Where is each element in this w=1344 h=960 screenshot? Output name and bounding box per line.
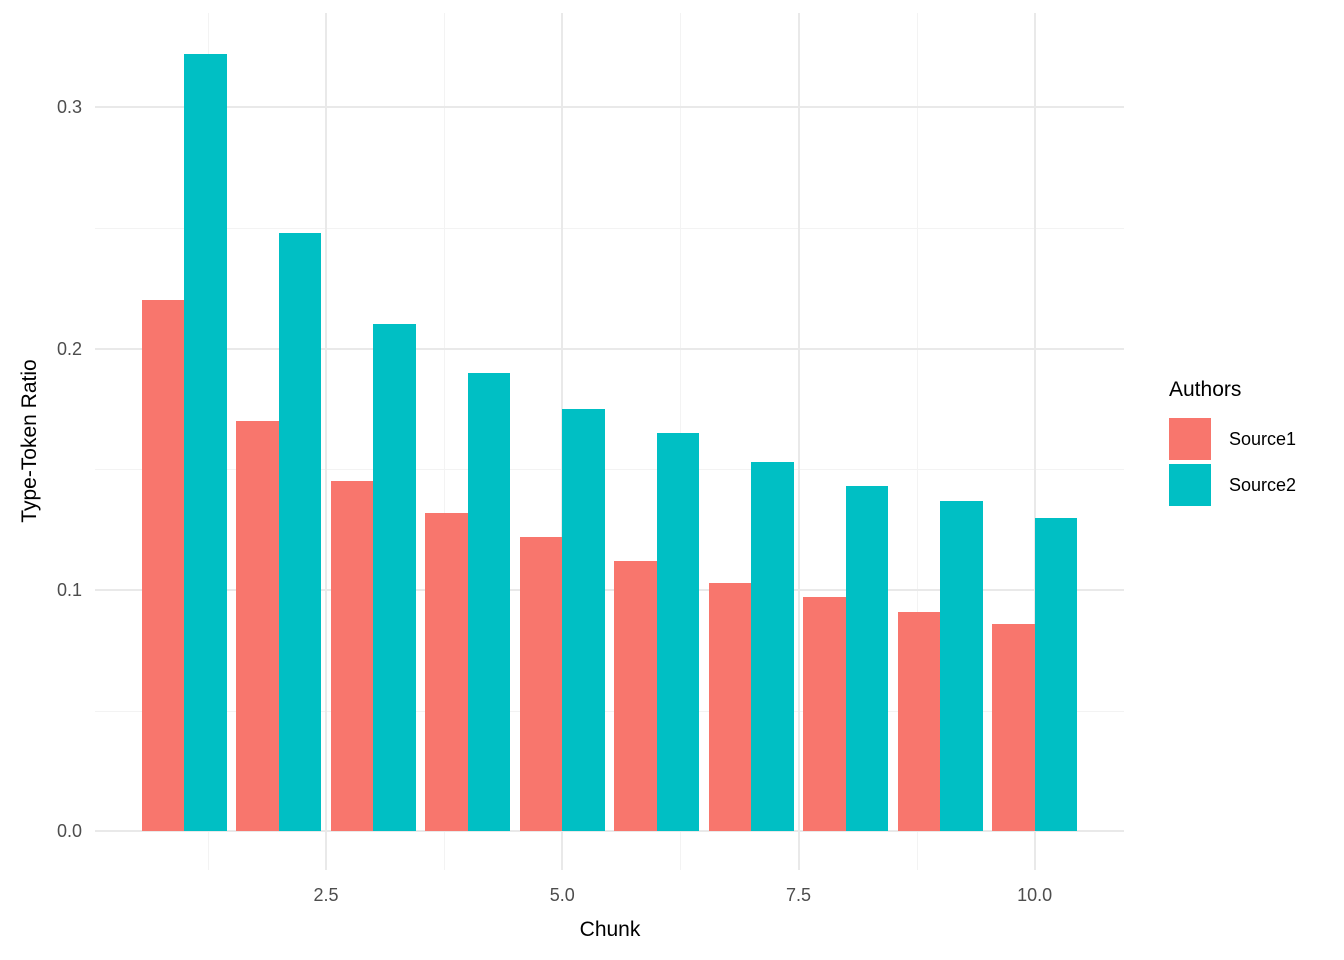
x-tick-label: 10.0 [1017,885,1053,905]
legend: Authors Source1 Source2 [1169,378,1339,510]
gridline-y-minor [95,469,1124,471]
bar-source1-chunk-3 [330,481,374,832]
bar-source2-chunk-1 [184,54,227,832]
bar-source1-chunk-2 [236,421,279,832]
x-tick-label: 2.5 [313,885,339,905]
y-tick-label: 0.1 [56,580,82,600]
bar-source1-chunk-5 [519,536,563,832]
bar-source2-chunk-5 [562,408,605,832]
gridline-y-major [95,347,1124,350]
x-tick-label: 7.5 [785,885,812,905]
bar-source2-chunk-7 [751,462,794,832]
bar-source2-chunk-6 [656,433,700,832]
gridline-x-major [1033,13,1036,870]
gridline-y-minor [95,710,1124,712]
bar-source1-chunk-4 [425,512,468,832]
bar-source1-chunk-6 [614,561,657,832]
bar-source1-chunk-10 [992,623,1035,832]
y-axis-title: Type-Token Ratio [18,359,41,523]
bar-source2-chunk-8 [845,486,889,832]
y-tick-label: 0.3 [56,97,82,118]
y-tick-label: 0.0 [56,821,82,842]
gridline-x-major [797,13,800,870]
legend-label-source2: Source2 [1229,474,1297,495]
gridline-x-minor [916,13,918,870]
legend-entry-source1: Source1 [1169,418,1339,460]
x-axis-title: Chunk [579,918,641,941]
gridline-x-major [325,13,327,870]
y-tick-label: 0.2 [56,338,82,359]
bar-source2-chunk-9 [940,500,983,832]
legend-entry-source2: Source2 [1169,464,1339,506]
legend-swatch-source2 [1169,464,1211,506]
legend-label-source1: Source1 [1229,428,1297,449]
bar-source1-chunk-1 [141,300,185,832]
gridline-x-minor [444,13,446,870]
bar-source1-chunk-8 [803,597,846,832]
legend-swatch-source1 [1169,418,1211,460]
legend-entries: Source1 Source2 [1169,418,1339,506]
bar-source2-chunk-2 [278,232,322,832]
gridline-y-minor [95,227,1124,229]
gridline-y-major [95,589,1124,591]
plot-panel [95,13,1124,870]
gridline-y-major [95,106,1124,109]
bar-source2-chunk-10 [1034,517,1078,832]
bar-source1-chunk-7 [708,582,752,832]
bar-source2-chunk-3 [373,324,416,832]
legend-title: Authors [1169,378,1242,401]
gridline-y-major [95,830,1124,833]
bar-source2-chunk-4 [467,372,511,832]
bar-source1-chunk-9 [897,611,941,832]
x-tick-label: 5.0 [549,885,575,905]
